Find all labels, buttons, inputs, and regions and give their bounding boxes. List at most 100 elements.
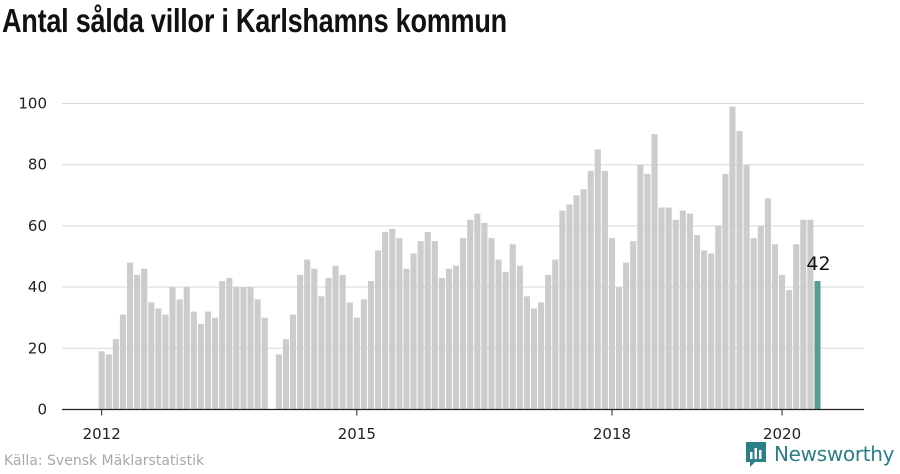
bar xyxy=(98,351,105,410)
bar xyxy=(672,219,679,410)
highlight-bar xyxy=(814,280,821,410)
bar xyxy=(240,287,247,410)
bar xyxy=(353,317,360,410)
bar xyxy=(566,204,573,410)
bar xyxy=(594,149,601,410)
bar xyxy=(219,280,226,410)
bar xyxy=(339,274,346,410)
bar xyxy=(601,170,608,410)
bar xyxy=(325,277,332,410)
bar xyxy=(722,173,729,410)
bar xyxy=(304,259,311,410)
y-tick-label: 100 xyxy=(18,95,47,113)
source-note: Källa: Svensk Mäklarstatistik xyxy=(4,453,205,469)
bar xyxy=(141,268,148,410)
bar xyxy=(530,308,538,410)
bar xyxy=(708,253,715,410)
bar xyxy=(204,311,212,410)
bar xyxy=(169,287,176,410)
bar xyxy=(608,238,616,410)
bar xyxy=(616,287,623,410)
x-tick-label: 2012 xyxy=(83,425,121,443)
bar xyxy=(502,271,509,410)
bar xyxy=(779,274,786,410)
bar xyxy=(453,265,460,410)
bar xyxy=(176,299,183,410)
bar xyxy=(226,277,233,410)
bar xyxy=(212,317,219,410)
bar xyxy=(800,219,807,410)
bar xyxy=(467,219,474,410)
bar xyxy=(488,238,495,410)
bar xyxy=(410,253,417,410)
bar xyxy=(757,225,764,410)
bar xyxy=(736,131,743,410)
bar xyxy=(261,317,268,410)
bar xyxy=(545,274,552,410)
bar xyxy=(403,268,410,410)
bar xyxy=(481,222,488,410)
bar xyxy=(623,262,630,410)
y-tick-label: 60 xyxy=(28,217,47,235)
bar xyxy=(197,323,204,410)
bar xyxy=(375,250,382,410)
bar xyxy=(658,207,665,410)
bar xyxy=(764,198,771,410)
bar xyxy=(417,241,424,410)
bar xyxy=(183,287,190,410)
y-tick-label: 20 xyxy=(28,339,47,357)
bar xyxy=(445,268,453,410)
bar xyxy=(474,213,481,410)
x-axis-ticks xyxy=(101,409,783,416)
bar xyxy=(289,314,297,410)
bar xyxy=(190,311,197,410)
x-tick-label: 2018 xyxy=(593,425,631,443)
brand-name: Newsworthy xyxy=(774,442,895,466)
bar xyxy=(247,287,254,410)
x-tick-label: 2015 xyxy=(338,425,376,443)
bar xyxy=(148,302,155,410)
y-tick-label: 0 xyxy=(37,401,47,419)
y-tick-label: 80 xyxy=(28,156,47,174)
bar xyxy=(516,265,523,410)
bar xyxy=(750,238,757,410)
bar xyxy=(786,290,793,410)
bar xyxy=(686,213,693,410)
bar xyxy=(559,210,566,410)
bar xyxy=(665,207,672,410)
bar xyxy=(346,302,353,410)
bar xyxy=(771,244,779,410)
bar xyxy=(134,274,141,410)
newsworthy-logo-icon xyxy=(746,442,766,467)
bar xyxy=(552,259,559,410)
bar xyxy=(438,277,445,410)
x-tick-label: 2020 xyxy=(763,425,801,443)
bar xyxy=(637,164,644,410)
bar xyxy=(162,314,169,410)
bar xyxy=(367,280,375,410)
bar xyxy=(743,164,750,410)
bar xyxy=(679,210,686,410)
bar xyxy=(297,274,304,410)
bar xyxy=(460,238,467,410)
bar xyxy=(233,287,240,410)
bar xyxy=(644,173,651,410)
bar xyxy=(701,250,708,410)
bar xyxy=(573,195,580,410)
bar xyxy=(105,354,112,410)
bar xyxy=(715,225,722,410)
bar xyxy=(580,189,587,410)
bar xyxy=(112,339,119,410)
bar xyxy=(360,299,367,410)
bar xyxy=(311,268,318,410)
bar xyxy=(126,262,134,410)
chart-title: Antal sålda villor i Karlshamns kommun xyxy=(2,2,507,39)
newsworthy-brand[interactable]: Newsworthy xyxy=(744,440,895,468)
last-value-label: 42 xyxy=(806,253,830,275)
bar xyxy=(538,302,545,410)
bar xyxy=(793,244,800,410)
bar xyxy=(630,241,637,410)
y-axis-labels: 0 20 40 60 80 100 xyxy=(18,95,47,419)
bar xyxy=(523,296,530,410)
